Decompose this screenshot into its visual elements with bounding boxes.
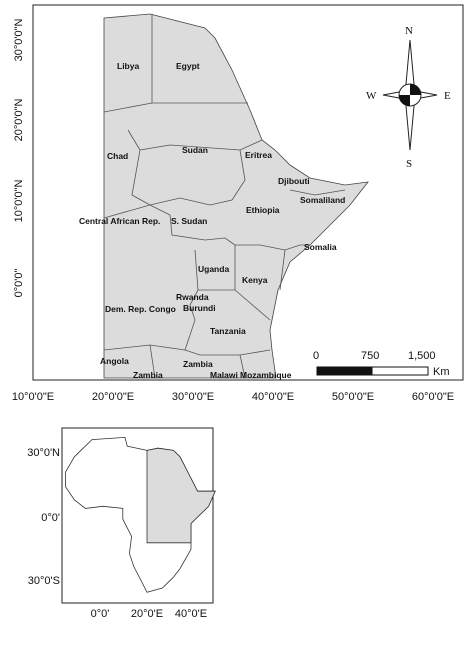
lat-label: 10°0'0"N [13,180,25,223]
lon-label: 60°0'0"E [412,391,454,403]
inset-lon-label: 40°0'E [175,608,207,620]
country-label: Burundi [183,303,216,313]
inset-labels: 30°0'N 0°0' 30°0'S 0°0' 20°0'E 40°0'E [27,447,207,620]
country-labels: Libya Egypt Chad Sudan Eritrea Djibouti … [79,61,345,380]
compass-n: N [405,25,413,37]
country-label: Libya [117,61,139,71]
inset-lon-label: 20°0'E [131,608,163,620]
country-label: Malawi [210,370,238,380]
lat-label: 30°0'0"N [13,19,25,62]
lon-labels: 10°0'0"E 20°0'0"E 30°0'0"E 40°0'0"E 50°0… [12,391,454,403]
scale-bar: 0 750 1,500 Km [313,350,450,378]
country-label: S. Sudan [171,216,207,226]
country-label: Rwanda [176,292,209,302]
country-label: Djibouti [278,176,310,186]
country-label: Somalia [304,242,337,252]
inset-lat-label: 0°0' [41,512,60,524]
country-label: Egypt [176,61,200,71]
country-label: Kenya [242,275,268,285]
country-label: Uganda [198,264,229,274]
country-label: Zambia [133,370,163,380]
lon-label: 30°0'0"E [172,391,214,403]
inset-lon-label: 0°0' [91,608,110,620]
country-label: Tanzania [210,326,246,336]
country-label: Mozambique [240,370,292,380]
lon-label: 20°0'0"E [92,391,134,403]
scale-label: 1,500 [408,350,436,362]
inset-lat-label: 30°0'S [28,575,60,587]
compass-w: W [366,90,377,102]
inset-lat-label: 30°0'N [27,447,60,459]
country-label: Angola [100,356,129,366]
country-label: Dem. Rep. Congo [105,304,176,314]
country-label: Eritrea [245,150,272,160]
lat-labels: 30°0'0"N 20°0'0"N 10°0'0"N 0°0'0" [13,19,25,298]
country-label: Somaliland [300,195,345,205]
lon-label: 50°0'0"E [332,391,374,403]
lat-label: 0°0'0" [13,269,25,298]
lon-label: 10°0'0"E [12,391,54,403]
country-label: Ethiopia [246,205,280,215]
borders [103,14,346,379]
country-label: Chad [107,151,128,161]
scale-label: 750 [361,350,379,362]
compass-s: S [406,158,412,170]
country-label: Zambia [183,359,213,369]
scale-unit: Km [433,366,450,378]
scale-label: 0 [313,350,319,362]
compass: N W E S [366,25,451,170]
region [103,13,369,379]
lon-label: 40°0'0"E [252,391,294,403]
country-label: Sudan [182,145,208,155]
country-label: Central African Rep. [79,216,160,226]
compass-e: E [444,90,451,102]
lat-label: 20°0'0"N [13,99,25,142]
study-area [146,447,216,544]
